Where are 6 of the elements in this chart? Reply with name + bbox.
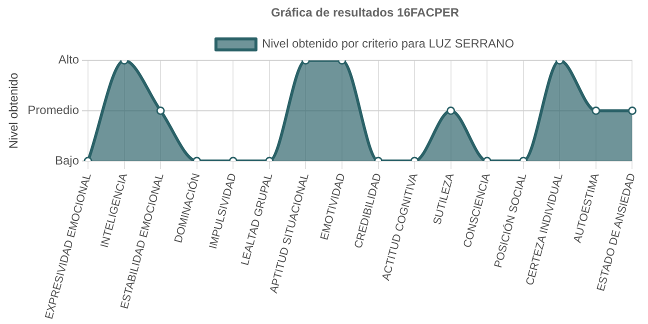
legend-label: Nivel obtenido por criterio para LUZ SERRANO [262,36,514,51]
y-axis-title: Nivel obtenido [6,72,20,149]
ref-line-label: Bajo [54,153,80,168]
ref-line-label: Promedio [28,103,80,118]
ref-line-label: Alto [58,52,80,67]
chart-title: Gráfica de resultados 16FACPER [270,6,460,20]
